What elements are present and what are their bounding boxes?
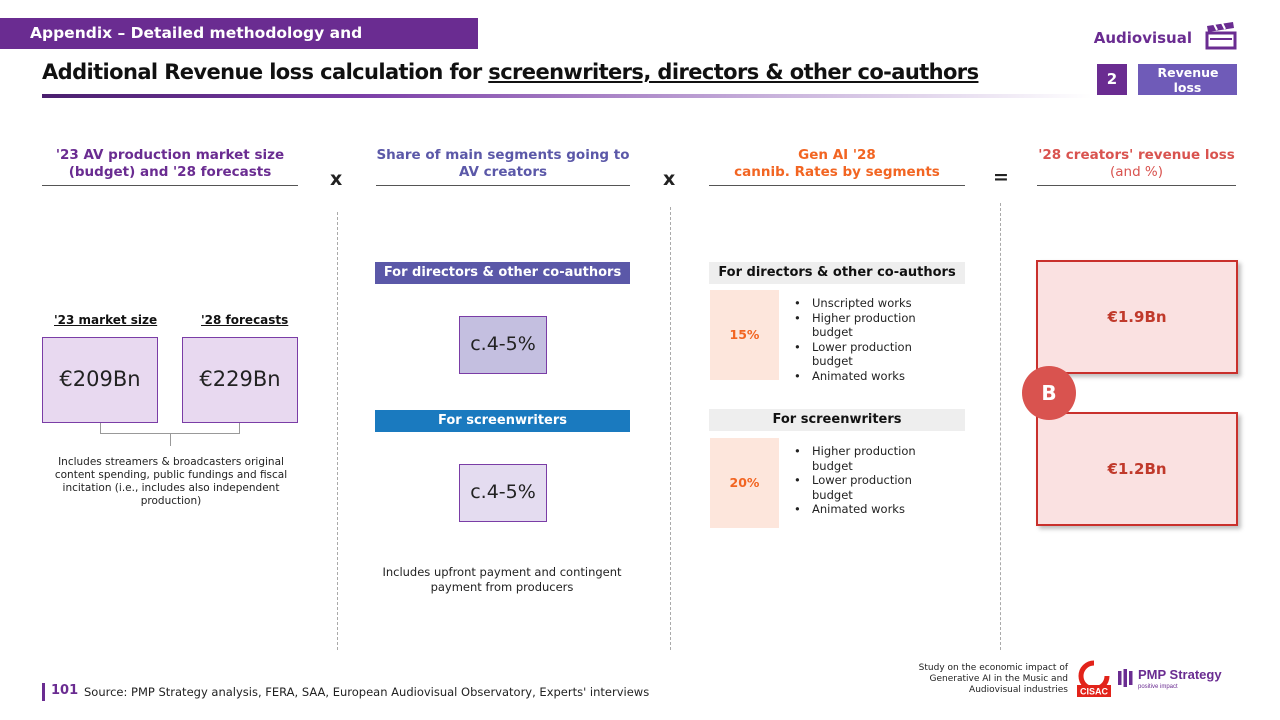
multiply-operator: x xyxy=(330,168,343,190)
market-2028-label: '28 forecasts xyxy=(201,313,289,327)
pmp-strategy-logo: PMP Strategy positive impact xyxy=(1118,667,1222,690)
cisac-logo: CISAC xyxy=(1077,660,1111,697)
share-heading: Share of main segments going to AV creat… xyxy=(376,147,630,180)
list-item: Higher production budget xyxy=(792,311,920,340)
bracket-stem xyxy=(170,434,171,446)
market-2023-value: €209Bn xyxy=(42,337,158,423)
market-note: Includes streamers & broadcasters origin… xyxy=(54,456,288,507)
list-item: Higher production budget xyxy=(792,444,920,473)
cannib-directors-header: For directors & other co-authors xyxy=(709,262,965,284)
title-underline xyxy=(42,94,1092,98)
market-heading: '23 AV production market size (budget) a… xyxy=(55,147,285,180)
cannib-screenwriters-rate: 20% xyxy=(710,438,779,528)
section-number-badge: 2 xyxy=(1097,64,1127,95)
section-banner: Appendix – Detailed methodology and assu… xyxy=(0,18,478,73)
loss-screenwriters-value: €1.2Bn xyxy=(1036,412,1238,526)
share-screenwriters-value: c.4-5% xyxy=(459,464,547,522)
share-heading-rule xyxy=(376,185,630,186)
svg-text:PMP Strategy: PMP Strategy xyxy=(1138,667,1222,682)
loss-heading: '28 creators' revenue loss (and %) xyxy=(1038,147,1235,180)
cannib-heading-rule xyxy=(709,185,965,186)
market-heading-rule xyxy=(42,185,298,186)
loss-heading-rule xyxy=(1037,185,1236,186)
column-divider xyxy=(670,207,671,650)
svg-text:CISAC: CISAC xyxy=(1080,687,1109,697)
market-bracket xyxy=(100,423,240,434)
multiply-operator: x xyxy=(663,168,676,190)
list-item: Unscripted works xyxy=(792,296,952,311)
list-item: Animated works xyxy=(792,369,952,384)
column-divider xyxy=(337,212,338,650)
cannib-directors-list: Unscripted works Higher production budge… xyxy=(792,296,952,383)
loss-directors-value: €1.9Bn xyxy=(1036,260,1238,374)
cannib-screenwriters-list: Higher production budget Lower productio… xyxy=(792,444,952,517)
share-directors-header: For directors & other co-authors xyxy=(375,262,630,284)
page-number-bar xyxy=(42,683,45,701)
share-note: Includes upfront payment and contingent … xyxy=(382,565,622,594)
category-label: Audiovisual xyxy=(1093,29,1192,47)
source-note: Source: PMP Strategy analysis, FERA, SAA… xyxy=(84,685,650,699)
cannib-heading: Gen AI '28 cannib. Rates by segments xyxy=(734,147,940,180)
svg-text:positive impact: positive impact xyxy=(1138,684,1178,690)
page-title: Additional Revenue loss calculation for … xyxy=(42,60,979,84)
list-item: Animated works xyxy=(792,502,952,517)
column-divider xyxy=(1000,203,1001,650)
study-caption: Study on the economic impact of Generati… xyxy=(918,663,1068,695)
list-item: Lower production budget xyxy=(792,473,920,502)
list-item: Lower production budget xyxy=(792,340,920,369)
market-2028-value: €229Bn xyxy=(182,337,298,423)
equals-operator: = xyxy=(993,166,1009,188)
clapperboard-icon xyxy=(1205,22,1237,50)
cannib-screenwriters-header: For screenwriters xyxy=(709,409,965,431)
market-2023-label: '23 market size xyxy=(54,313,158,327)
section-label-badge: Revenue loss xyxy=(1138,64,1237,95)
share-directors-value: c.4-5% xyxy=(459,316,547,374)
page-number: 101 xyxy=(51,683,79,698)
marker-badge: B xyxy=(1022,366,1076,420)
cannib-directors-rate: 15% xyxy=(710,290,779,380)
share-screenwriters-header: For screenwriters xyxy=(375,410,630,432)
